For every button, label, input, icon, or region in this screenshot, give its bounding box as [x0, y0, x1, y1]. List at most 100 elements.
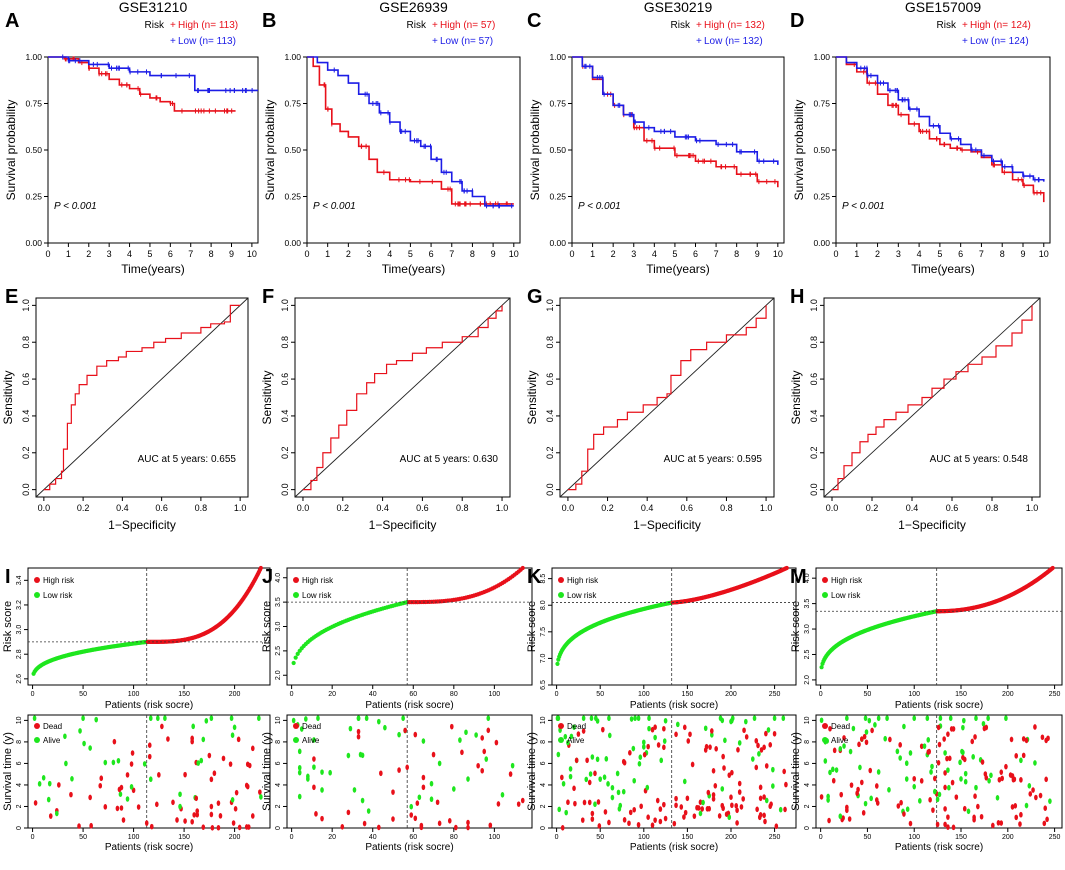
dead-point — [754, 764, 759, 771]
dead-point — [57, 782, 61, 788]
dead-point — [209, 776, 214, 783]
legend-dead: Dead — [831, 722, 850, 731]
alive-point — [636, 715, 641, 722]
alive-point — [663, 717, 668, 724]
y-tick-label: 0.25 — [813, 192, 830, 202]
x-tick-label: 1.0 — [1026, 503, 1039, 513]
dead-point — [864, 739, 869, 746]
x-tick-label: 2 — [346, 249, 351, 259]
y-tick-label: 2.6 — [16, 674, 23, 684]
alive-point — [593, 801, 597, 808]
dead-point — [33, 800, 38, 806]
alive-point — [937, 791, 942, 798]
dead-point — [1013, 803, 1018, 809]
x-tick-label: 100 — [128, 834, 140, 841]
alive-point — [306, 773, 310, 780]
y-tick-label: 0.50 — [284, 145, 301, 155]
dead-point — [962, 805, 967, 812]
alive-point — [771, 766, 775, 773]
alive-point — [464, 729, 468, 736]
x-tick-label: 1 — [854, 249, 859, 259]
alive-point — [851, 725, 856, 732]
dead-point — [762, 794, 766, 800]
alive-point — [946, 767, 950, 773]
dead-point — [115, 805, 120, 812]
dead-point — [520, 797, 525, 804]
alive-point — [629, 716, 634, 722]
legend-marker-low: + — [962, 36, 968, 47]
dead-point — [832, 747, 837, 754]
dead-point — [258, 789, 262, 795]
dead-point — [1034, 794, 1038, 801]
dead-point — [931, 807, 935, 813]
dead-point — [656, 742, 661, 748]
plot-frame — [27, 714, 271, 829]
dead-point — [658, 806, 663, 812]
dead-point — [628, 809, 633, 816]
dead-point — [711, 768, 716, 774]
legend-marker-low: + — [432, 36, 438, 47]
x-tick-label: 0 — [833, 249, 838, 259]
dead-point — [1014, 753, 1019, 759]
alive-point — [676, 721, 680, 728]
dead-point — [714, 746, 718, 752]
dead-point — [480, 735, 485, 741]
survival-panel-I2: 0 50 100 150 200 0 2 4 6 8 10 Dead Alive Patients (ri… — [2, 714, 271, 853]
x-tick-label: 7 — [188, 249, 193, 259]
dead-point — [320, 815, 324, 822]
dead-point — [862, 733, 867, 740]
dead-point — [231, 820, 236, 826]
x-tick-label: 20 — [328, 691, 336, 698]
dead-point — [228, 761, 233, 767]
alive-point — [723, 737, 727, 744]
alive-point — [974, 715, 978, 722]
dead-point — [356, 733, 361, 740]
dead-point — [1014, 814, 1019, 821]
y-axis-label: Risk score — [261, 601, 273, 652]
alive-point — [148, 776, 153, 783]
alive-point — [729, 718, 733, 725]
legend-low-dot — [558, 592, 564, 598]
y-tick-label: 4.0 — [275, 573, 282, 583]
alive-point — [637, 761, 642, 767]
alive-point — [720, 717, 725, 724]
reference-diagonal — [294, 297, 511, 498]
dead-point — [496, 801, 501, 807]
dead-point — [480, 767, 485, 774]
panel-letter-B: B — [262, 10, 276, 32]
y-tick-label: 0.8 — [545, 336, 555, 349]
dead-point — [201, 824, 206, 830]
plot-frame — [27, 567, 271, 686]
x-tick-label: 0.0 — [297, 503, 310, 513]
alive-point — [703, 725, 708, 732]
x-axis-label: Patients (risk socre) — [895, 842, 983, 853]
alive-point — [929, 769, 933, 775]
legend-dead-dot — [34, 723, 40, 729]
legend-high: High risk — [831, 576, 863, 585]
alive-point — [364, 715, 369, 722]
alive-point — [421, 738, 426, 744]
dead-point — [508, 771, 513, 777]
legend-alive-dot — [558, 737, 564, 743]
dead-point — [582, 799, 587, 806]
panel-letter-J: J — [262, 566, 273, 588]
alive-point — [659, 757, 664, 764]
dead-point — [409, 812, 414, 818]
y-tick-label: 2.5 — [275, 646, 282, 656]
alive-point — [610, 784, 615, 791]
y-tick-label: 4.0 — [804, 573, 811, 583]
y-tick-label: 7.5 — [540, 627, 547, 637]
dead-point — [855, 790, 859, 797]
dead-point — [190, 735, 194, 742]
legend-high: High (n= 113) — [178, 20, 238, 31]
y-tick-label: 0.2 — [280, 447, 290, 460]
y-tick-label: 0.6 — [809, 373, 819, 386]
panel-letter-G: G — [527, 286, 543, 308]
y-axis-label: Sensitivity — [525, 370, 539, 424]
y-tick-label: 0.6 — [21, 373, 31, 386]
x-tick-label: 250 — [769, 834, 781, 841]
alive-point — [617, 806, 622, 812]
dead-point — [695, 804, 699, 811]
dead-point — [919, 778, 924, 784]
y-tick-label: 0 — [804, 826, 811, 830]
